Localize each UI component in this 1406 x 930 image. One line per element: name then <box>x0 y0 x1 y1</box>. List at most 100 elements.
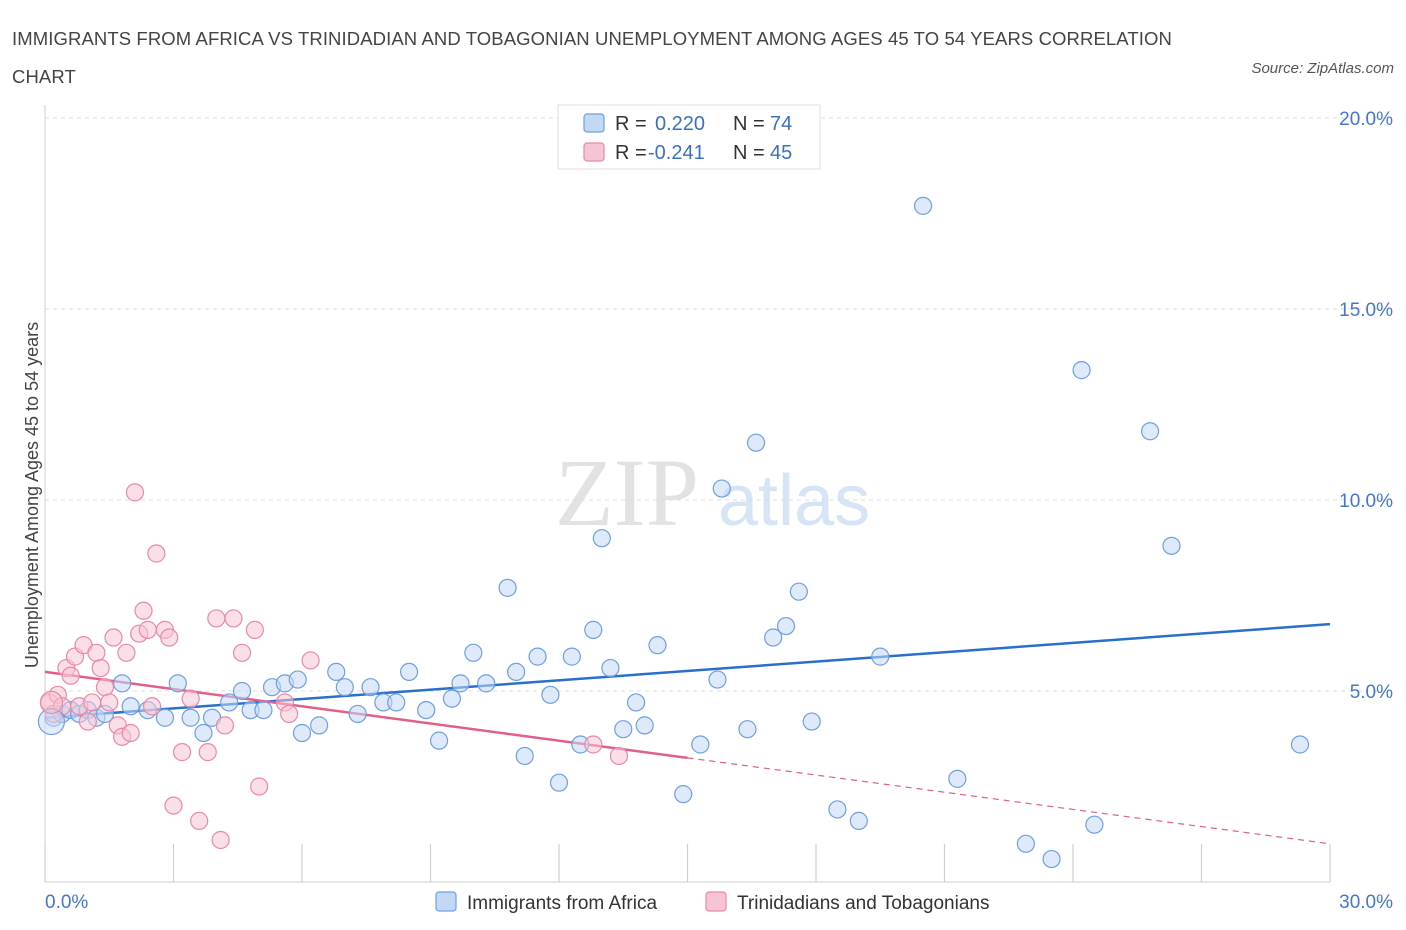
grid-lines <box>45 117 1390 692</box>
point-trinidad <box>245 620 264 639</box>
data-points <box>37 196 1310 869</box>
point-africa <box>592 529 611 548</box>
legend-swatch-africa <box>583 113 605 133</box>
point-trinidad <box>95 678 115 697</box>
point-africa <box>1072 361 1091 380</box>
point-africa <box>849 811 868 830</box>
point-trinidad <box>91 658 110 678</box>
point-africa <box>746 433 766 452</box>
point-trinidad <box>584 735 603 754</box>
point-africa <box>584 620 603 639</box>
point-trinidad <box>39 690 64 715</box>
point-africa <box>691 735 710 754</box>
point-trinidad <box>280 704 299 724</box>
point-trinidad <box>147 544 166 563</box>
point-trinidad <box>87 643 106 662</box>
point-africa <box>789 582 808 601</box>
point-trinidad <box>250 777 269 796</box>
point-africa <box>802 712 821 731</box>
point-africa <box>648 636 667 655</box>
axes <box>44 105 1331 883</box>
point-africa <box>541 685 560 704</box>
legend-n-value-trinidad: 45 <box>770 142 792 164</box>
bottom-legend-swatch-africa <box>435 891 457 912</box>
y-tick-label: 20.0% <box>1339 109 1393 130</box>
point-africa <box>442 689 462 708</box>
point-trinidad <box>232 643 252 662</box>
point-africa <box>155 708 175 727</box>
top-legend: R = 0.220 N = 74 R = -0.241 N = 45 <box>557 104 821 170</box>
point-africa <box>528 647 547 666</box>
point-trinidad <box>215 716 234 735</box>
point-africa <box>429 731 449 750</box>
point-africa <box>498 578 517 597</box>
point-africa <box>477 674 496 693</box>
point-africa <box>361 678 380 697</box>
point-africa <box>1085 815 1104 834</box>
point-africa <box>335 678 354 697</box>
point-africa <box>1162 536 1181 555</box>
point-africa <box>288 670 307 689</box>
point-africa <box>674 785 693 804</box>
point-africa <box>1140 422 1160 441</box>
y-tick-labels: 5.0% 10.0% 15.0% 20.0% <box>1339 109 1393 703</box>
point-africa <box>348 704 367 724</box>
point-africa <box>764 628 783 647</box>
point-africa <box>776 616 796 636</box>
y-axis-label: Unemployment Among Ages 45 to 54 years <box>22 322 42 668</box>
point-africa <box>913 196 933 215</box>
source-label: Source: ZipAtlas.com <box>1251 60 1394 77</box>
point-trinidad <box>138 620 157 639</box>
point-africa <box>708 670 727 689</box>
point-africa <box>507 662 526 682</box>
bottom-legend: Immigrants from Africa Trinidadians and … <box>435 891 989 914</box>
chart-title: IMMIGRANTS FROM AFRICA VS TRINIDADIAN AN… <box>12 28 1172 87</box>
legend-n-label-africa: N = <box>733 113 765 135</box>
point-africa <box>464 643 483 662</box>
point-trinidad <box>172 743 192 762</box>
point-trinidad <box>160 628 179 647</box>
legend-r-label-africa: R = <box>615 113 647 135</box>
point-trinidad <box>301 651 320 670</box>
point-trinidad <box>134 601 153 620</box>
point-africa <box>828 800 847 819</box>
point-africa <box>399 662 419 682</box>
bottom-legend-africa: Immigrants from Africa <box>467 893 657 914</box>
y-tick-label: 5.0% <box>1350 682 1393 703</box>
point-africa <box>515 746 534 766</box>
point-africa <box>712 479 731 498</box>
point-africa <box>112 674 132 693</box>
point-africa <box>1042 849 1061 869</box>
point-africa <box>387 693 406 712</box>
point-trinidad <box>609 746 629 766</box>
point-trinidad <box>181 689 200 708</box>
bottom-legend-trinidad: Trinidadians and Tobagonians <box>737 893 989 914</box>
point-africa <box>168 674 187 693</box>
point-trinidad <box>100 693 119 712</box>
point-africa <box>614 720 633 739</box>
y-tick-label: 10.0% <box>1339 491 1393 512</box>
point-africa <box>417 700 436 720</box>
bottom-legend-swatch-trinidad <box>705 891 727 912</box>
point-africa <box>220 693 239 712</box>
point-africa <box>738 720 757 739</box>
point-africa <box>948 769 967 788</box>
point-africa <box>194 723 213 743</box>
x-tick-labels: 0.0% 30.0% <box>45 892 1393 913</box>
x-tick-label-max: 30.0% <box>1339 892 1393 913</box>
point-africa <box>871 647 890 666</box>
legend-r-value-trinidad: -0.241 <box>648 142 705 164</box>
point-trinidad <box>207 609 226 628</box>
point-trinidad <box>125 483 145 502</box>
point-trinidad <box>83 693 102 712</box>
point-africa <box>310 716 329 735</box>
point-trinidad <box>61 666 80 685</box>
point-trinidad <box>121 723 140 743</box>
point-trinidad <box>104 628 123 647</box>
x-tick-label-min: 0.0% <box>45 892 88 913</box>
point-africa <box>451 674 470 693</box>
point-africa <box>292 723 312 743</box>
point-africa <box>601 658 620 678</box>
legend-r-value-africa: 0.220 <box>655 113 705 135</box>
